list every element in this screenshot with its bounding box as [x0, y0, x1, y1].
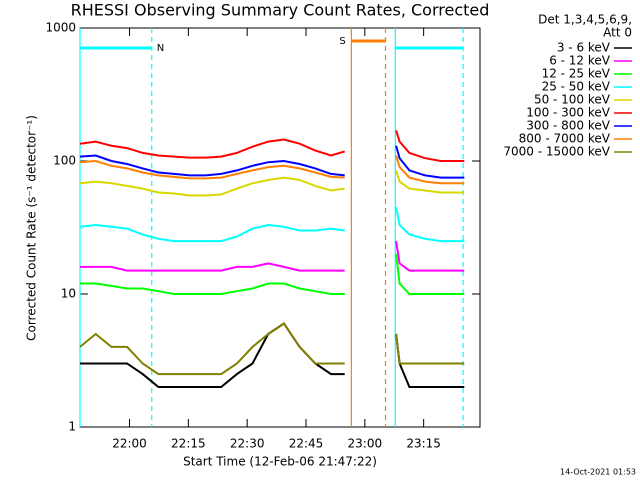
x-axis-label: Start Time (12-Feb-06 21:47:22): [183, 455, 377, 469]
legend-label: 100 - 300 keV: [526, 106, 610, 120]
legend-label: 300 - 800 keV: [526, 119, 610, 133]
legend-header: Att 0: [603, 26, 632, 40]
x-tick-label: 22:45: [289, 437, 324, 451]
y-tick-label: 100: [53, 154, 76, 168]
series-line: [79, 170, 465, 197]
legend-label: 800 - 7000 keV: [519, 132, 611, 146]
legend-label: 7000 - 15000 keV: [503, 145, 610, 159]
x-tick-label: 22:15: [171, 437, 206, 451]
series-line: [80, 253, 465, 295]
legend-header: Det 1,3,4,5,6,9,: [538, 13, 632, 27]
y-axis-label: Corrected Count Rate (s⁻¹ detector⁻¹): [25, 115, 39, 341]
x-tick-label: 23:15: [406, 437, 441, 451]
y-tick-label: 10: [61, 287, 76, 301]
flag-label: N: [157, 43, 164, 54]
series-line: [79, 155, 465, 185]
y-tick-label: 1: [68, 420, 76, 434]
legend-label: 12 - 25 keV: [542, 67, 611, 81]
x-tick-label: 22:00: [112, 437, 147, 451]
x-tick-label: 22:30: [230, 437, 265, 451]
series-line: [80, 240, 465, 272]
legend-label: 3 - 6 keV: [557, 41, 611, 55]
series-line: [79, 206, 465, 243]
x-tick-label: 23:00: [348, 437, 383, 451]
series-line: [79, 322, 465, 376]
legend-label: 50 - 100 keV: [534, 93, 611, 107]
chart-title: RHESSI Observing Summary Count Rates, Co…: [71, 1, 490, 20]
plot-frame: [79, 27, 481, 428]
series-line: [79, 145, 465, 179]
series-line: [80, 322, 465, 388]
flag-label: S: [339, 36, 345, 47]
y-tick-label: 1000: [45, 21, 76, 35]
legend-label: 25 - 50 keV: [542, 80, 611, 94]
series-line: [79, 130, 465, 162]
timestamp: 14-Oct-2021 01:53: [560, 468, 636, 477]
legend-label: 6 - 12 keV: [549, 54, 611, 68]
